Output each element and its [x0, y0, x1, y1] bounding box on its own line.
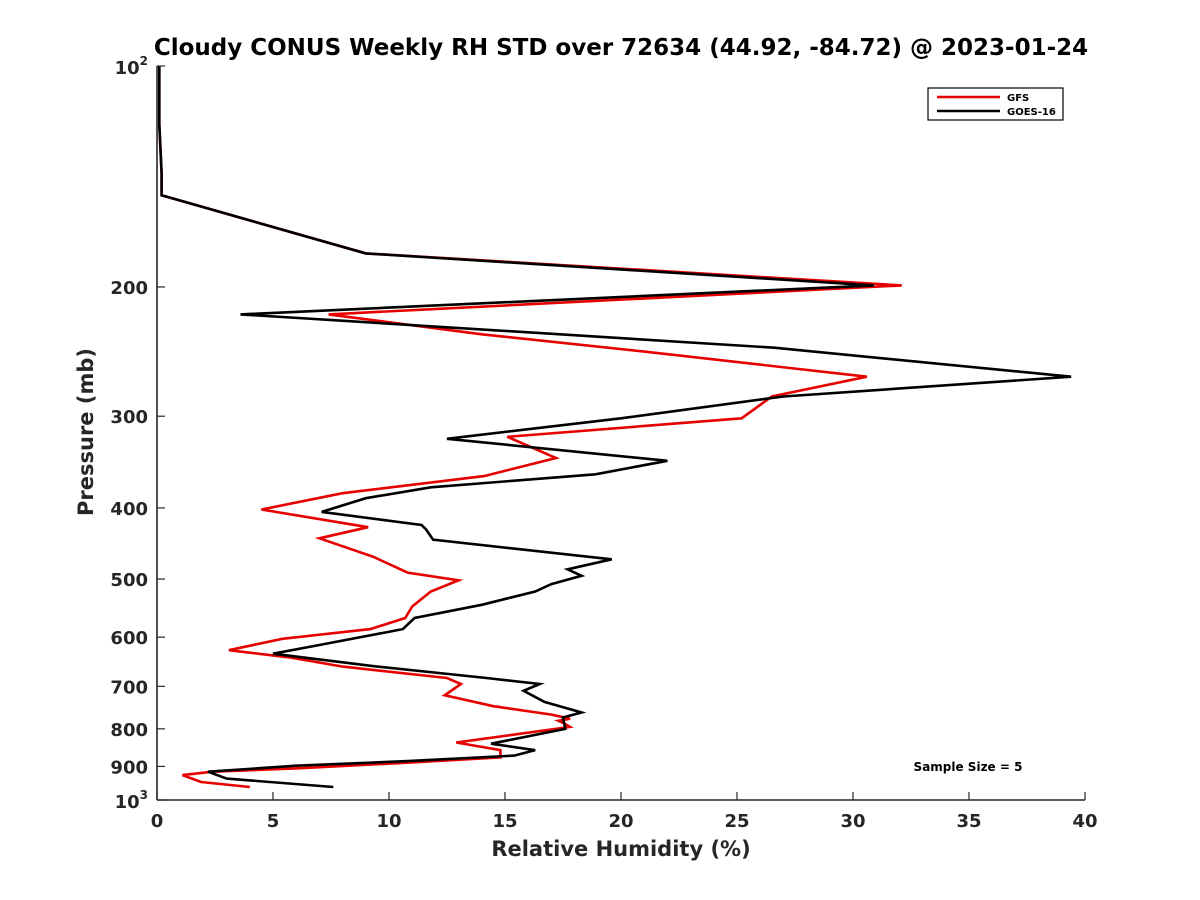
series-layer	[158, 66, 1072, 789]
y-tick-label: 600	[110, 628, 148, 649]
y-tick-label: 200	[110, 278, 148, 299]
x-tick-label: 15	[492, 811, 517, 832]
x-axis-label: Relative Humidity (%)	[491, 837, 750, 861]
y-tick-label: 700	[110, 677, 148, 698]
y-axis-label: Pressure (mb)	[74, 348, 98, 516]
x-tick-label: 0	[151, 811, 164, 832]
legend-box	[927, 87, 1064, 121]
sample-size-annotation: Sample Size = 5	[914, 760, 1023, 774]
legend-label: GFS	[1007, 93, 1029, 104]
y-tick-label: 900	[110, 757, 148, 778]
y-tick-label: 800	[110, 720, 148, 741]
y-tick-label: 300	[110, 407, 148, 428]
x-tick-label: 25	[724, 811, 749, 832]
y-axis: 102 200 300 400 500 600 700 800 900 103	[110, 54, 165, 813]
y-tick-label: 500	[110, 570, 148, 591]
series-line-2	[158, 66, 1072, 789]
legend-label: GOES-16	[1007, 107, 1056, 118]
legend: GFS GOES-16	[927, 87, 1064, 121]
x-tick-label: 35	[956, 811, 981, 832]
y-tick-label: 103	[115, 788, 148, 813]
series-line-1	[158, 66, 902, 789]
y-tick-label: 400	[110, 499, 148, 520]
legend-entries: GFS GOES-16	[937, 93, 1056, 118]
x-tick-label: 20	[608, 811, 633, 832]
x-axis: 0 5 10 15 20 25 30 35 40	[151, 792, 1098, 832]
chart-title: Cloudy CONUS Weekly RH STD over 72634 (4…	[154, 35, 1088, 61]
y-tick-label: 102	[115, 54, 148, 79]
plot-area: 0 5 10 15 20 25 30 35 40 102 200 300 400 500 600 700 80…	[110, 54, 1097, 832]
x-tick-label: 5	[267, 811, 280, 832]
x-tick-label: 10	[376, 811, 401, 832]
x-tick-label: 40	[1072, 811, 1097, 832]
x-tick-label: 30	[840, 811, 865, 832]
